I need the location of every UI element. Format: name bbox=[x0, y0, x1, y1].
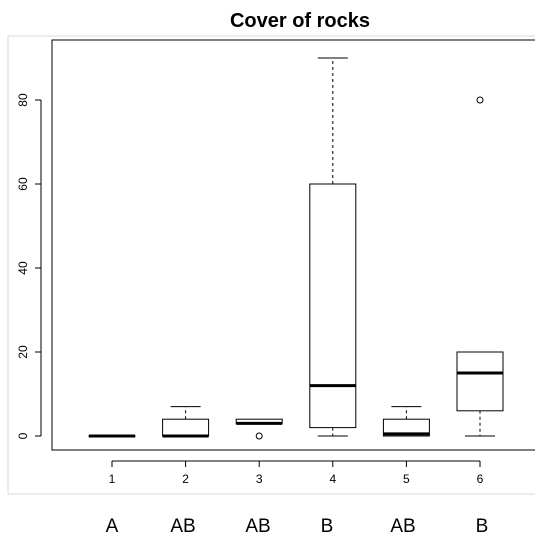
iqr-box bbox=[309, 183, 357, 429]
group-letters: A AB AB B AB B bbox=[106, 516, 489, 537]
box-5 bbox=[382, 406, 430, 437]
x-tick-label: 4 bbox=[329, 472, 336, 486]
y-tick-label: 0 bbox=[16, 432, 30, 439]
group-letter: AB bbox=[170, 516, 195, 537]
box-4 bbox=[309, 57, 357, 437]
x-tick-label: 2 bbox=[182, 472, 189, 486]
iqr-box bbox=[162, 418, 210, 437]
y-tick-label: 60 bbox=[16, 177, 30, 191]
group-letter: AB bbox=[390, 516, 415, 537]
box-3 bbox=[235, 418, 283, 440]
box-6 bbox=[456, 96, 504, 437]
group-letter: AB bbox=[245, 516, 270, 537]
y-tick-label: 40 bbox=[16, 261, 30, 275]
y-tick-label: 20 bbox=[16, 345, 30, 359]
x-tick-label: 3 bbox=[256, 472, 263, 486]
boxes bbox=[88, 57, 504, 440]
y-axis: 0 20 40 60 80 bbox=[16, 93, 42, 439]
y-tick-label: 80 bbox=[16, 93, 30, 107]
group-letter: B bbox=[321, 516, 334, 537]
chart-title: Cover of rocks bbox=[230, 10, 370, 32]
x-tick-label: 5 bbox=[403, 472, 410, 486]
figure-border bbox=[7, 35, 535, 495]
x-tick-label: 6 bbox=[477, 472, 484, 486]
iqr-box bbox=[456, 351, 504, 412]
outlier-point bbox=[255, 432, 263, 440]
plot-area-frame bbox=[51, 39, 535, 451]
box-1 bbox=[88, 434, 136, 438]
x-axis: 1 2 3 4 5 6 bbox=[109, 460, 484, 486]
iqr-box bbox=[382, 418, 430, 437]
group-letter: A bbox=[106, 516, 119, 537]
group-letter: B bbox=[476, 516, 489, 537]
outlier-point bbox=[476, 96, 484, 104]
box-2 bbox=[162, 406, 210, 438]
x-tick-label: 1 bbox=[109, 472, 116, 486]
